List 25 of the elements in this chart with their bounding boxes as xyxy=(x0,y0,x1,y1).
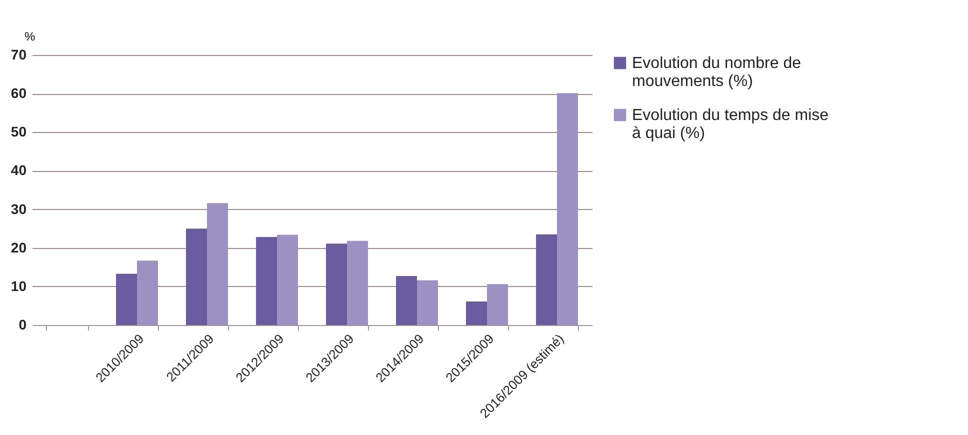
y-tick-label: 70 xyxy=(10,46,27,62)
bar xyxy=(277,234,298,325)
bar xyxy=(417,280,438,325)
y-axis-title: % xyxy=(24,30,36,44)
y-tick-label: 10 xyxy=(10,278,27,294)
bar xyxy=(186,228,207,325)
bar xyxy=(137,260,158,325)
bar xyxy=(207,203,228,325)
bar xyxy=(536,234,557,325)
y-tick-label: 50 xyxy=(10,124,27,140)
legend-label: Evolution du nombre de mouvements (%) xyxy=(632,55,802,90)
y-tick-label: 60 xyxy=(10,85,27,102)
bar xyxy=(487,284,508,325)
y-tick-label: 30 xyxy=(10,200,27,217)
y-tick-label: 20 xyxy=(10,239,27,256)
y-tick-label: 40 xyxy=(10,162,27,178)
y-tick-label: 0 xyxy=(18,316,27,332)
bar xyxy=(396,276,417,325)
bar xyxy=(116,274,137,325)
bar xyxy=(326,244,347,325)
bar xyxy=(347,240,368,325)
bar xyxy=(466,301,487,325)
bar xyxy=(256,237,277,325)
legend-label: Evolution du temps de mise à quai (%) xyxy=(632,107,829,142)
bar xyxy=(557,93,578,325)
